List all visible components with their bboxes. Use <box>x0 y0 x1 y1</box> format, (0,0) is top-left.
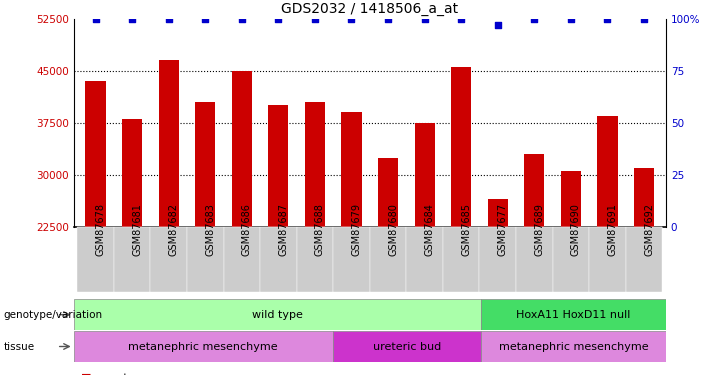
Bar <box>297 227 333 292</box>
Bar <box>524 154 545 227</box>
Bar <box>268 105 288 227</box>
Bar <box>451 68 471 227</box>
Bar <box>114 227 151 292</box>
Bar <box>305 102 325 227</box>
Bar <box>260 227 297 292</box>
Bar <box>378 158 398 227</box>
Bar <box>369 227 407 292</box>
Point <box>492 22 503 28</box>
Text: ■: ■ <box>81 373 91 375</box>
Bar <box>77 227 114 292</box>
Text: GSM87692: GSM87692 <box>644 203 654 256</box>
Text: GSM87682: GSM87682 <box>169 203 179 256</box>
Bar <box>122 119 142 227</box>
Text: GSM87678: GSM87678 <box>95 203 106 256</box>
Bar <box>552 227 589 292</box>
Bar <box>86 81 106 227</box>
Bar <box>333 227 370 292</box>
Bar <box>626 227 662 292</box>
Bar <box>589 227 626 292</box>
Text: metanephric mesenchyme: metanephric mesenchyme <box>128 342 278 351</box>
Text: GSM87677: GSM87677 <box>498 203 508 256</box>
Bar <box>488 199 508 227</box>
Bar <box>561 171 581 227</box>
Bar <box>232 71 252 227</box>
Bar <box>74 299 481 330</box>
Text: GSM87688: GSM87688 <box>315 203 325 256</box>
Bar <box>187 227 224 292</box>
Bar <box>407 227 443 292</box>
Point <box>383 16 394 22</box>
Point <box>273 16 284 22</box>
Point <box>236 16 247 22</box>
Text: GSM87689: GSM87689 <box>534 203 544 256</box>
Point <box>309 16 320 22</box>
Text: GSM87681: GSM87681 <box>132 203 142 256</box>
Bar <box>195 102 215 227</box>
Point <box>565 16 576 22</box>
Text: GSM87686: GSM87686 <box>242 203 252 256</box>
Text: metanephric mesenchyme: metanephric mesenchyme <box>498 342 648 351</box>
Text: GSM87684: GSM87684 <box>425 203 435 256</box>
Bar <box>597 116 618 227</box>
Text: GSM87691: GSM87691 <box>608 203 618 256</box>
Bar <box>158 60 179 227</box>
Point <box>163 16 175 22</box>
Bar <box>414 123 435 227</box>
Point <box>639 16 650 22</box>
Point <box>90 16 101 22</box>
Text: GSM87680: GSM87680 <box>388 203 398 256</box>
Bar <box>74 331 333 362</box>
Text: HoxA11 HoxD11 null: HoxA11 HoxD11 null <box>516 310 631 320</box>
Bar <box>224 227 260 292</box>
Point <box>346 16 357 22</box>
Text: GSM87683: GSM87683 <box>205 203 215 256</box>
Text: GSM87687: GSM87687 <box>278 203 288 256</box>
Bar <box>333 331 481 362</box>
Text: GSM87690: GSM87690 <box>571 203 581 256</box>
Text: GSM87679: GSM87679 <box>351 203 362 256</box>
Bar <box>151 227 187 292</box>
Point <box>200 16 211 22</box>
Point <box>456 16 467 22</box>
Bar <box>443 227 479 292</box>
Point <box>126 16 137 22</box>
Point <box>419 16 430 22</box>
Text: count: count <box>98 373 128 375</box>
Bar <box>481 331 666 362</box>
Bar <box>479 227 516 292</box>
Bar <box>516 227 552 292</box>
Text: wild type: wild type <box>252 310 303 320</box>
Title: GDS2032 / 1418506_a_at: GDS2032 / 1418506_a_at <box>281 2 458 16</box>
Bar <box>341 112 362 227</box>
Point <box>529 16 540 22</box>
Bar <box>634 168 654 227</box>
Text: GSM87685: GSM87685 <box>461 203 471 256</box>
Text: tissue: tissue <box>4 342 34 351</box>
Point <box>602 16 613 22</box>
Bar <box>481 299 666 330</box>
Text: genotype/variation: genotype/variation <box>4 310 102 320</box>
Text: ureteric bud: ureteric bud <box>373 342 441 351</box>
